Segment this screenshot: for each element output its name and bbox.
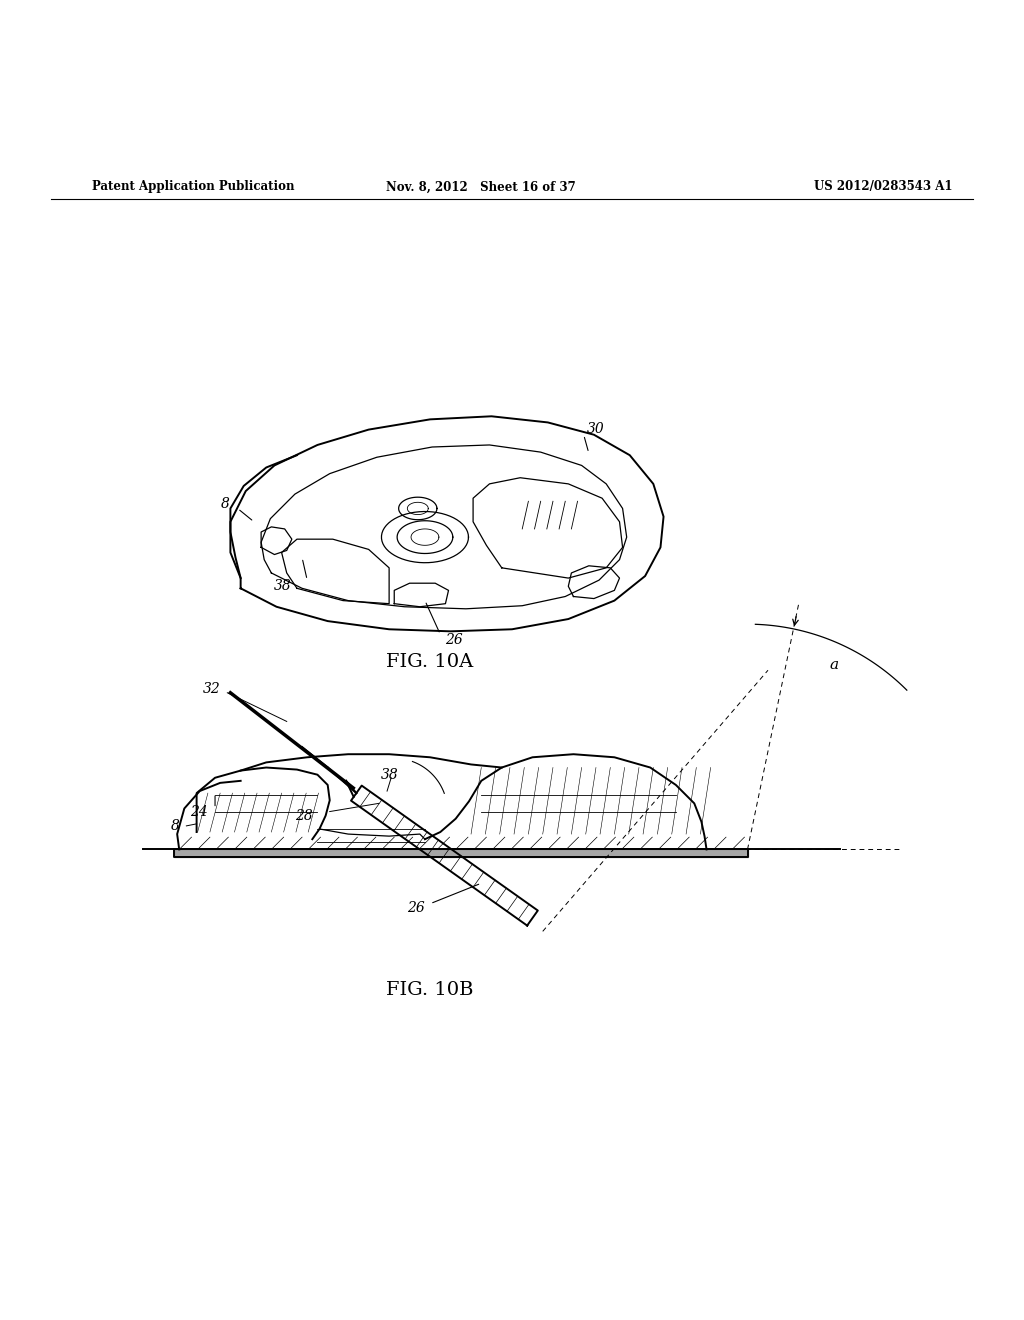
Polygon shape: [174, 850, 748, 857]
Text: 28: 28: [295, 809, 312, 822]
Text: Nov. 8, 2012   Sheet 16 of 37: Nov. 8, 2012 Sheet 16 of 37: [386, 181, 577, 194]
Text: 8: 8: [220, 498, 229, 511]
Text: 8: 8: [170, 818, 179, 833]
Text: 26: 26: [408, 900, 425, 915]
Text: 30: 30: [587, 421, 604, 436]
Text: 24: 24: [190, 805, 208, 818]
Text: 32: 32: [203, 681, 220, 696]
Text: FIG. 10A: FIG. 10A: [386, 653, 474, 671]
Text: Patent Application Publication: Patent Application Publication: [92, 181, 295, 194]
Text: 26: 26: [445, 632, 463, 647]
Text: 38: 38: [274, 579, 292, 593]
Text: a: a: [829, 659, 839, 672]
Text: FIG. 10B: FIG. 10B: [386, 981, 474, 999]
Text: US 2012/0283543 A1: US 2012/0283543 A1: [814, 181, 952, 194]
Text: 38: 38: [381, 768, 398, 781]
